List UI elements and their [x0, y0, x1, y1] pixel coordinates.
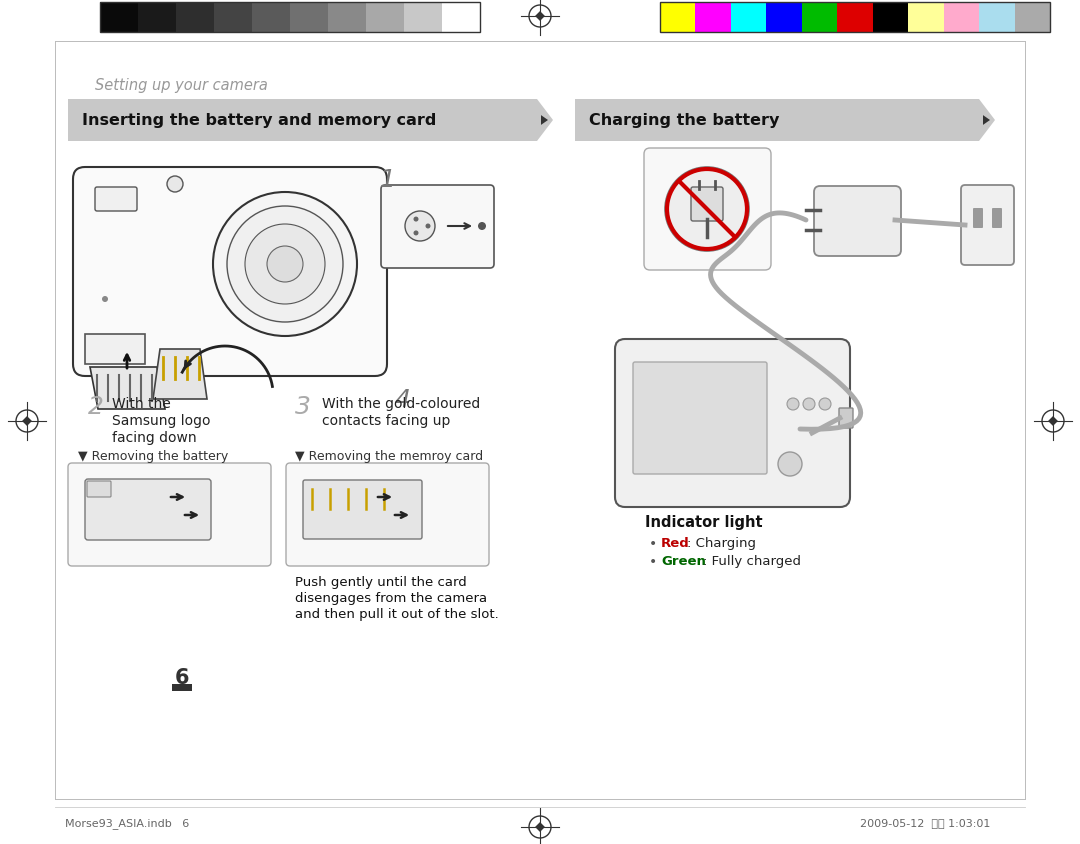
Text: disengages from the camera: disengages from the camera	[295, 592, 487, 604]
Circle shape	[478, 223, 486, 230]
Circle shape	[267, 246, 303, 283]
Text: Setting up your camera: Setting up your camera	[95, 78, 268, 93]
FancyBboxPatch shape	[87, 481, 111, 497]
Polygon shape	[535, 12, 545, 22]
Text: Indicator light: Indicator light	[645, 514, 762, 529]
Bar	[100, 3, 138, 33]
Bar	[660, 3, 696, 33]
FancyBboxPatch shape	[633, 363, 767, 474]
Polygon shape	[22, 417, 32, 426]
Circle shape	[414, 231, 419, 236]
Polygon shape	[85, 334, 145, 365]
Circle shape	[804, 398, 815, 410]
Bar	[176, 3, 214, 33]
FancyBboxPatch shape	[789, 428, 812, 440]
Bar	[214, 3, 252, 33]
Circle shape	[778, 452, 802, 476]
Circle shape	[102, 296, 108, 303]
Text: 3: 3	[295, 394, 311, 419]
Polygon shape	[68, 100, 553, 142]
Text: 4: 4	[395, 387, 410, 412]
Text: : Charging: : Charging	[687, 537, 756, 549]
Text: 6: 6	[175, 668, 189, 687]
FancyBboxPatch shape	[73, 168, 387, 376]
Circle shape	[245, 225, 325, 305]
FancyBboxPatch shape	[644, 149, 771, 271]
Text: 1: 1	[380, 168, 396, 192]
FancyBboxPatch shape	[961, 186, 1014, 266]
Text: ▼ Removing the memroy card: ▼ Removing the memroy card	[295, 450, 483, 463]
Text: 2009-05-12  오후 1:03:01: 2009-05-12 오후 1:03:01	[860, 817, 990, 827]
Bar	[138, 3, 176, 33]
Text: : Fully charged: : Fully charged	[703, 555, 801, 567]
Bar	[873, 3, 908, 33]
Circle shape	[213, 192, 357, 337]
Polygon shape	[153, 349, 207, 399]
Bar	[404, 3, 442, 33]
Text: Inserting the battery and memory card: Inserting the battery and memory card	[82, 113, 436, 128]
Bar	[980, 3, 1014, 33]
Text: Morse93_ASIA.indb   6: Morse93_ASIA.indb 6	[65, 817, 189, 828]
Polygon shape	[983, 116, 990, 126]
Text: Push gently until the card: Push gently until the card	[295, 576, 467, 588]
FancyBboxPatch shape	[95, 187, 137, 212]
Text: Green: Green	[661, 555, 706, 567]
Polygon shape	[535, 822, 545, 832]
Text: ▼ Removing the battery: ▼ Removing the battery	[78, 450, 228, 463]
FancyBboxPatch shape	[839, 408, 853, 429]
Text: •: •	[649, 555, 662, 568]
Circle shape	[665, 168, 750, 252]
FancyBboxPatch shape	[691, 187, 723, 222]
Bar	[731, 3, 767, 33]
Text: •: •	[649, 537, 662, 550]
Text: Red: Red	[661, 537, 690, 549]
Bar	[100, 3, 480, 33]
Text: facing down: facing down	[112, 430, 197, 445]
Bar	[801, 3, 837, 33]
Polygon shape	[90, 368, 165, 409]
Circle shape	[414, 217, 419, 222]
Polygon shape	[1048, 417, 1058, 426]
Bar	[328, 3, 366, 33]
Circle shape	[819, 398, 831, 410]
Text: With the gold-coloured: With the gold-coloured	[322, 397, 481, 410]
Text: Charging the battery: Charging the battery	[589, 113, 780, 128]
Polygon shape	[575, 100, 995, 142]
FancyBboxPatch shape	[973, 208, 983, 229]
Text: contacts facing up: contacts facing up	[322, 414, 450, 428]
Text: and then pull it out of the slot.: and then pull it out of the slot.	[295, 608, 499, 620]
Circle shape	[426, 225, 431, 230]
Text: Samsung logo: Samsung logo	[112, 414, 211, 428]
Bar	[696, 3, 731, 33]
FancyBboxPatch shape	[68, 463, 271, 566]
Text: 2: 2	[87, 394, 104, 419]
Circle shape	[405, 212, 435, 241]
Bar	[291, 3, 328, 33]
FancyBboxPatch shape	[814, 187, 901, 257]
Bar	[837, 3, 873, 33]
Bar	[172, 684, 192, 691]
Circle shape	[787, 398, 799, 410]
Bar	[366, 3, 404, 33]
Bar	[767, 3, 801, 33]
Circle shape	[227, 207, 343, 322]
Text: With the: With the	[112, 397, 171, 410]
FancyBboxPatch shape	[85, 479, 211, 540]
FancyBboxPatch shape	[993, 208, 1002, 229]
Bar	[660, 3, 1050, 33]
FancyBboxPatch shape	[286, 463, 489, 566]
FancyBboxPatch shape	[381, 186, 494, 268]
Bar	[1014, 3, 1050, 33]
FancyBboxPatch shape	[615, 339, 850, 507]
Bar	[944, 3, 980, 33]
Circle shape	[167, 176, 183, 192]
Bar	[908, 3, 944, 33]
FancyBboxPatch shape	[303, 480, 422, 539]
Bar	[252, 3, 291, 33]
Polygon shape	[541, 116, 548, 126]
Bar	[442, 3, 480, 33]
